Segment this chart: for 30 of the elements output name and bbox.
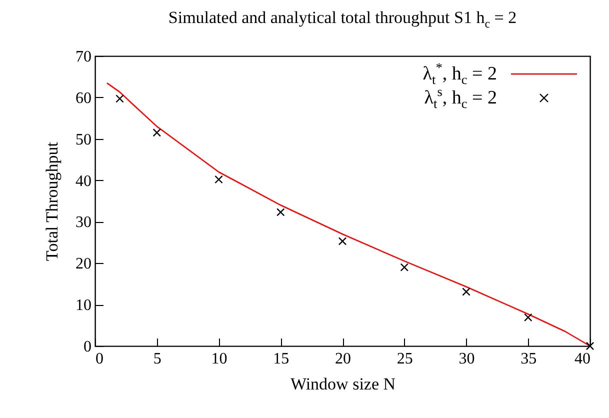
line-series <box>106 82 591 347</box>
x-tick-label: 25 <box>396 350 413 368</box>
point <box>586 342 594 350</box>
point <box>214 175 223 184</box>
x-tick-label: 10 <box>211 350 228 368</box>
y-tick-label: 40 <box>76 172 92 190</box>
x-tick-label: 35 <box>520 350 537 368</box>
x-tick-label: 30 <box>458 350 475 368</box>
point <box>400 263 409 272</box>
point <box>116 94 124 103</box>
y-tick-label: 50 <box>76 131 92 148</box>
y-tick-label: 0 <box>84 338 92 356</box>
y-tick-label: 10 <box>76 297 92 314</box>
x-tick-label: 20 <box>335 350 351 368</box>
point <box>462 288 470 296</box>
chart-title: Simulated and analytical total throughput S1 h$_{c}$ = 2 <box>167 8 518 32</box>
y-tick-label: 20 <box>76 256 92 273</box>
y-axis-title: Total Throughput <box>42 142 62 261</box>
y-tick-label: 70 <box>76 48 92 66</box>
y-tick-label: 60 <box>76 90 92 107</box>
x-tick-label: 40 <box>574 350 590 368</box>
point <box>338 237 347 246</box>
y-tick-label: 30 <box>76 214 92 232</box>
x-axis-title: Window size N <box>290 374 396 394</box>
point <box>524 313 532 322</box>
x-tick-label: 5 <box>153 350 162 368</box>
point <box>152 128 162 137</box>
x-tick-label: 0 <box>96 350 104 368</box>
x-tick-label: 15 <box>273 350 290 368</box>
point <box>276 208 285 216</box>
